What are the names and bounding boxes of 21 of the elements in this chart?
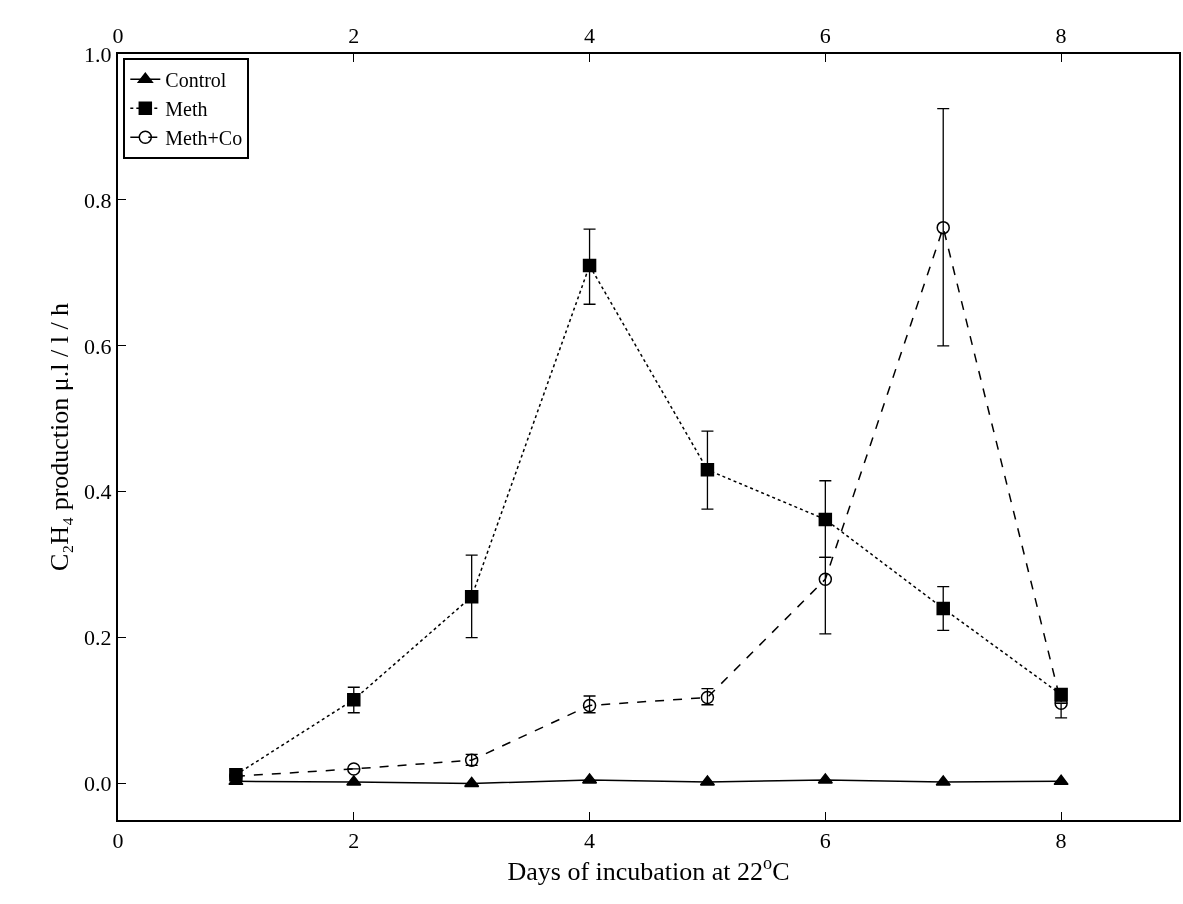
legend-label: Meth+Co — [165, 127, 243, 150]
x2-tick-label: 2 — [348, 828, 360, 854]
y-tick-label: 1.0 — [84, 41, 112, 67]
y-axis-title: C₂H₄ production μ.l / l / h — [45, 302, 74, 572]
y-tick-label: 0.4 — [84, 479, 112, 505]
x2-tick-label: 6 — [819, 828, 831, 854]
x-axis-title: Days of incubation at 22$^{o}$C — [507, 853, 790, 887]
x-tick-label: 0 — [112, 23, 124, 49]
x-tick-label: 8 — [1055, 23, 1067, 49]
x-tick-label: 6 — [819, 23, 831, 49]
x-tick-label: 4 — [584, 23, 596, 49]
y-tick-label: 0.2 — [84, 625, 112, 651]
y-tick-label: 0.8 — [84, 187, 112, 213]
legend-label: Meth — [165, 98, 208, 121]
x2-tick-label: 4 — [584, 828, 596, 854]
legend-label: Control — [165, 69, 227, 92]
x2-tick-label: 0 — [112, 828, 124, 854]
y-tick-label: 0.0 — [84, 771, 112, 797]
y-tick-label: 0.6 — [84, 333, 112, 359]
x2-tick-label: 8 — [1055, 828, 1067, 854]
x-tick-label: 2 — [348, 23, 360, 49]
